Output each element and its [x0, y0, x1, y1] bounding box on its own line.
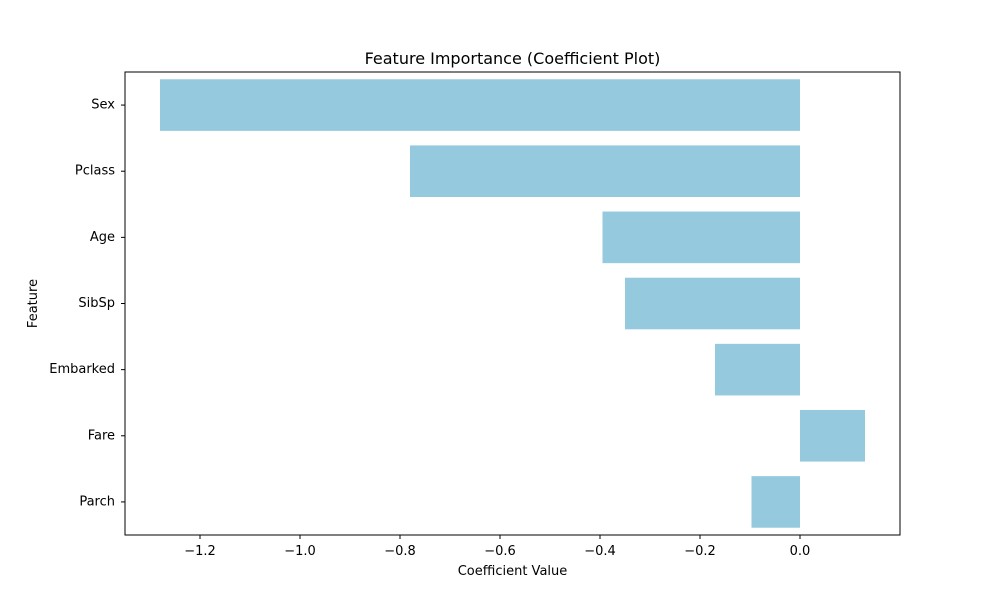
bar-embarked: [715, 343, 800, 396]
bar-pclass: [410, 145, 800, 198]
x-tick-label: −0.2: [684, 544, 716, 559]
bar-sex: [160, 79, 800, 131]
y-tick-label-fare: Fare: [88, 428, 115, 443]
x-axis-ticks: −1.2 −1.0 −0.8 −0.6 −0.4 −0.2 0.0: [184, 535, 810, 559]
x-tick-label: −0.4: [584, 544, 616, 559]
y-tick-label-age: Age: [90, 230, 115, 245]
y-tick-label-parch: Parch: [79, 494, 115, 509]
x-tick-label: −0.8: [384, 544, 416, 559]
y-axis-label: Feature: [26, 279, 41, 328]
bar-fare: [800, 409, 865, 462]
bars-layer: [160, 79, 865, 528]
x-tick-label: −1.2: [184, 544, 216, 559]
x-tick-label: 0.0: [790, 544, 811, 559]
x-tick-label: −1.0: [284, 544, 316, 559]
x-tick-label: −0.6: [484, 544, 516, 559]
bar-age: [602, 211, 800, 264]
y-axis-ticks: Sex Pclass Age SibSp Embarked Fare Parch: [49, 98, 125, 509]
bar-sibsp: [625, 277, 800, 330]
x-axis-label: Coefficient Value: [458, 564, 568, 579]
y-tick-label-sex: Sex: [91, 98, 115, 113]
y-tick-label-embarked: Embarked: [49, 362, 115, 377]
chart-title: Feature Importance (Coefficient Plot): [365, 49, 661, 68]
bar-parch: [751, 476, 800, 528]
y-tick-label-pclass: Pclass: [75, 164, 115, 179]
y-tick-label-sibsp: SibSp: [78, 296, 115, 311]
